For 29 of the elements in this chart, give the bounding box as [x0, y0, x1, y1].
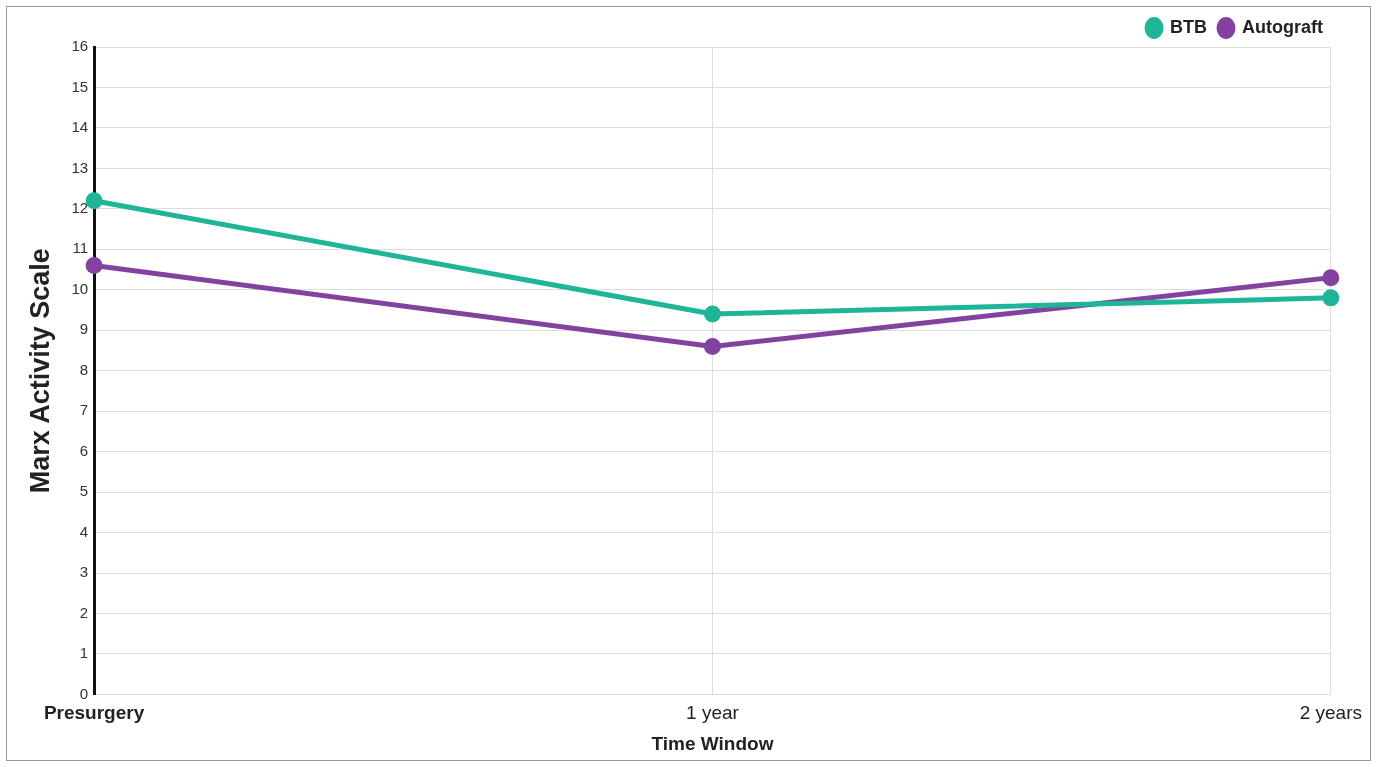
point — [703, 305, 721, 323]
x-axis-title: Time Window — [651, 732, 774, 754]
y-tick-label: 7 — [79, 401, 89, 419]
y-tick-label: 13 — [71, 158, 89, 176]
y-tick-label: 11 — [72, 239, 89, 257]
y-axis-title: Marx Activity Scale — [24, 248, 55, 494]
point — [703, 337, 721, 355]
point — [85, 257, 103, 274]
y-tick-label: 9 — [79, 320, 89, 338]
y-tick-label: 4 — [79, 522, 89, 540]
y-tick-label: 1 — [79, 644, 89, 662]
y-tick-label: 0 — [79, 684, 89, 702]
legend-label: Autograft — [1242, 16, 1324, 37]
y-tick-label: 3 — [79, 563, 89, 581]
x-tick-label: 1 year — [686, 702, 740, 724]
y-tick-label: 2 — [79, 603, 89, 621]
y-tick-label: 5 — [79, 482, 89, 500]
y-tick-label: 10 — [71, 279, 89, 297]
legend-label: BTB — [1170, 16, 1208, 37]
point — [1322, 289, 1340, 307]
x-tick-label: Presurgery — [43, 702, 145, 724]
x-tick-label: 2 years — [1299, 702, 1362, 724]
y-tick-label: 16 — [71, 37, 89, 55]
y-tick-label: 12 — [71, 198, 89, 216]
y-tick-label: 15 — [71, 77, 89, 95]
point — [1322, 269, 1340, 287]
y-tick-label: 6 — [79, 441, 89, 459]
y-tick-label: 14 — [71, 118, 89, 136]
y-tick-label: 8 — [79, 360, 89, 378]
